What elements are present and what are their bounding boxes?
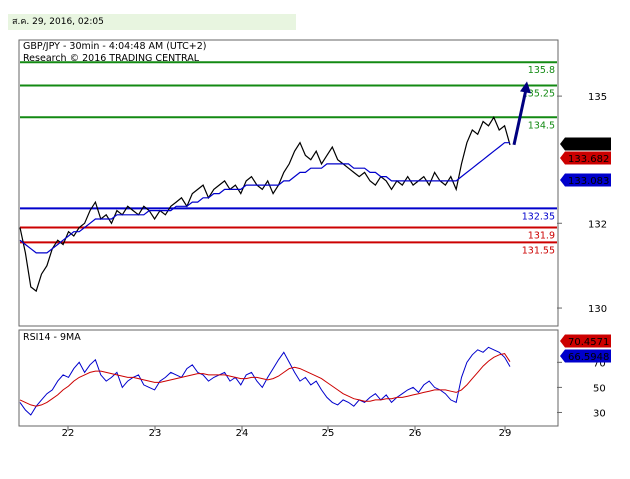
rsi-ma-series — [19, 353, 511, 407]
rsi-title: RSI14 - 9MA — [23, 332, 81, 343]
chart-subtitle: Research © 2016 TRADING CENTRAL — [23, 53, 200, 64]
level-label-3: 132.35 — [522, 211, 555, 222]
rsi-series — [19, 346, 511, 416]
rsi-y-tick-label-1: 50 — [593, 383, 606, 394]
x-tick-label-5: 29 — [499, 428, 512, 439]
y-tick-label-1: 132 — [588, 219, 607, 230]
price-tag-pointer-1 — [560, 151, 565, 165]
y-tick-label-2: 135 — [588, 92, 607, 103]
rsi-tag-bg-0 — [565, 334, 611, 348]
forecast-arrow-shaft — [512, 89, 528, 146]
x-tick-label-1: 23 — [149, 428, 162, 439]
price-tag-label-1: 133.682 — [568, 154, 609, 165]
price-tag-label-2: 133.083 — [568, 176, 609, 187]
x-tick-label-2: 24 — [236, 428, 249, 439]
moving-average-series — [19, 142, 510, 254]
price-tag-pointer-0 — [560, 137, 565, 151]
rsi-tag-pointer-1 — [560, 349, 565, 363]
rsi-tag-pointer-0 — [560, 334, 565, 348]
rsi-tag-label-1: 66.5948 — [568, 352, 609, 363]
price-tag-label-0: 133.852 — [568, 140, 609, 151]
level-label-0: 135.8 — [528, 65, 555, 76]
level-label-2: 134.5 — [528, 120, 555, 131]
top-bar: ส.ค. 29, 2016, 02:05 — [0, 0, 630, 32]
x-tick-label-0: 22 — [62, 428, 75, 439]
chart-title: GBP/JPY - 30min - 4:04:48 AM (UTC+2) — [23, 41, 206, 52]
rsi-y-tick-label-0: 30 — [593, 408, 606, 419]
forecast-arrow-head — [520, 81, 531, 94]
y-tick-label-0: 130 — [588, 304, 607, 315]
price-tag-bg-1 — [565, 151, 611, 165]
level-label-5: 131.55 — [522, 245, 555, 256]
timestamp: ส.ค. 29, 2016, 02:05 — [8, 14, 296, 30]
rsi-panel-frame — [18, 329, 559, 427]
level-label-1: 135.25 — [522, 89, 555, 100]
rsi-y-tick-label-2: 70 — [593, 358, 606, 369]
rsi-tag-label-0: 70.4571 — [568, 337, 609, 348]
x-tick-label-3: 25 — [322, 428, 335, 439]
level-label-4: 131.9 — [528, 231, 555, 242]
main-panel-frame — [18, 39, 559, 327]
price-tag-bg-0 — [565, 137, 611, 151]
x-tick-label-4: 26 — [409, 428, 422, 439]
price-tag-pointer-2 — [560, 173, 565, 187]
price-tag-bg-2 — [565, 173, 611, 187]
rsi-tag-bg-1 — [565, 349, 611, 363]
